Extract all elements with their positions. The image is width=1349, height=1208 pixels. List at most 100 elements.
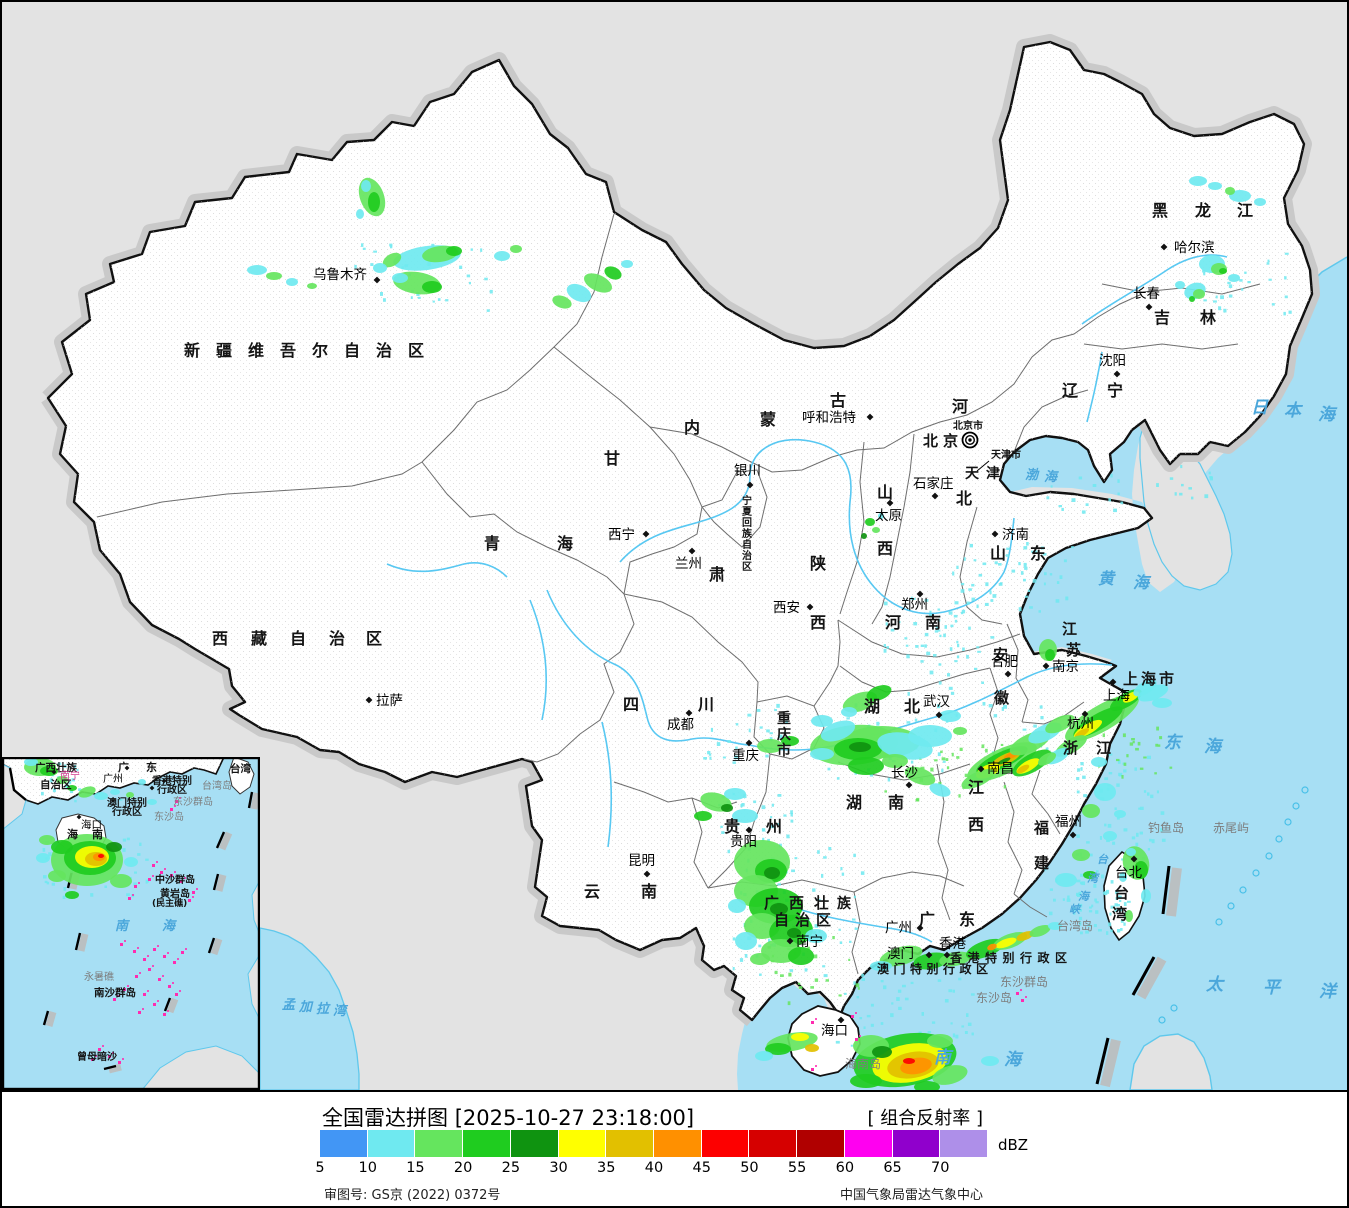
city-dot xyxy=(837,1016,845,1024)
map-label: 北 xyxy=(923,432,938,450)
map-label: 海 xyxy=(557,534,573,553)
map-label: 区 xyxy=(742,561,752,573)
map-label: 龙 xyxy=(1194,201,1211,220)
city-dot xyxy=(149,785,155,791)
small-island xyxy=(1227,902,1235,910)
map-label: 上 xyxy=(1123,670,1138,688)
city-label: 台北 xyxy=(1115,865,1143,881)
map-label: 西 xyxy=(877,539,893,558)
small-island xyxy=(1265,852,1273,860)
map-label: 广 xyxy=(764,894,779,912)
city-label: 贵阳 xyxy=(730,834,757,850)
small-island xyxy=(1170,1004,1178,1012)
reflectivity-colorbar xyxy=(320,1130,989,1157)
colorbar-tick: 10 xyxy=(358,1160,377,1176)
map-label: 黄 xyxy=(1098,569,1116,588)
map-label: 云 xyxy=(584,882,600,901)
map-label: 海 xyxy=(1133,573,1152,592)
city-dot xyxy=(688,547,696,555)
map-label: 陕 xyxy=(810,554,826,573)
map-title-text: 全国雷达拼图 xyxy=(322,1106,448,1130)
legend-color-segment xyxy=(844,1130,893,1157)
map-label: 黄岩岛 xyxy=(160,887,190,900)
map-label: 行政区 xyxy=(111,805,142,818)
city-dot xyxy=(642,530,650,538)
map-label: 自治区 xyxy=(40,778,72,791)
map-label: 东 xyxy=(146,760,157,774)
map-label: 日 xyxy=(1251,398,1269,418)
city-dot xyxy=(943,951,951,959)
map-label: 尔 xyxy=(312,341,328,360)
map-label: 东沙岛 xyxy=(154,810,184,823)
map-label: 黑 xyxy=(1152,201,1168,220)
map-label: 台 xyxy=(1114,884,1129,902)
city-label: 澳门 xyxy=(887,946,914,962)
colorbar-tick: 60 xyxy=(835,1160,855,1176)
map-label: 北 xyxy=(956,489,972,508)
east-south-sea xyxy=(737,257,1347,1090)
map-label: 台湾岛 xyxy=(202,779,232,792)
label-layer: 黑龙江吉 林辽 宁内 蒙古新疆维吾尔自治区甘肃宁夏回族自治区青 海西藏自治区陕西山西河北… xyxy=(184,201,1339,1071)
inset-philippines xyxy=(247,953,260,1021)
city-dot xyxy=(886,499,894,507)
map-label: 治 xyxy=(376,341,392,360)
map-label: 北京市 xyxy=(953,419,983,432)
city-dot xyxy=(373,276,381,284)
legend-color-segment xyxy=(558,1130,607,1157)
colorbar-tick: 30 xyxy=(549,1160,568,1176)
map-label: 京 xyxy=(943,432,958,450)
product-label: [ 组合反射率 ] xyxy=(867,1108,984,1129)
city-label: 杭州 xyxy=(1067,716,1094,732)
small-island xyxy=(1275,835,1283,843)
inset-borneo xyxy=(141,1045,260,1090)
map-label: 太 xyxy=(1205,975,1225,995)
map-label: 治 xyxy=(795,911,810,929)
city-dot xyxy=(365,696,373,704)
legend-color-segment xyxy=(940,1130,989,1157)
map-label: 州 xyxy=(765,817,782,836)
inset-taiwan xyxy=(228,757,255,795)
map-label: 族 xyxy=(742,527,753,540)
map-label: 北 xyxy=(904,697,920,716)
map-label: 苏 xyxy=(1066,641,1081,659)
map-label: 山 xyxy=(877,483,893,502)
map-label: 区 xyxy=(366,629,382,648)
radar-echo-layer xyxy=(247,176,1292,1090)
map-label: 徽 xyxy=(993,689,1010,707)
map-label: 渤 xyxy=(1025,467,1040,483)
map-label: 南沙群岛 xyxy=(94,986,136,999)
map-label: 市 xyxy=(1159,670,1174,688)
legend-color-segment xyxy=(463,1130,511,1157)
map-label: 曾母暗沙 xyxy=(77,1050,117,1063)
map-label: 自 xyxy=(290,629,306,648)
map-label: 蒙 xyxy=(760,410,776,429)
map-label: 壮 xyxy=(814,894,829,912)
map-label: 广 xyxy=(118,760,129,774)
map-label: 台 xyxy=(1097,853,1109,866)
city-dot xyxy=(1130,855,1138,863)
map-label: 本 xyxy=(1284,401,1304,421)
city-dot xyxy=(916,590,924,598)
colorbar-tick: 15 xyxy=(406,1160,425,1176)
colorbar-ticks: 5 10 15 20 25 30 35 40 45 50 55 60 65 70 xyxy=(2,1160,1347,1178)
city-label: 南京 xyxy=(1052,659,1079,675)
credit-label: 中国气象局雷达气象中心 xyxy=(839,1188,983,1203)
city-dot xyxy=(745,826,753,834)
map-label: 津 xyxy=(986,465,1000,482)
luzon-island xyxy=(1129,1033,1213,1090)
colorbar-tick: 25 xyxy=(501,1160,521,1176)
map-label: 海 xyxy=(1318,405,1338,425)
colorbar-tick: 45 xyxy=(692,1160,711,1176)
map-label: 建 xyxy=(1034,854,1050,872)
map-label: 赤尾屿 xyxy=(1213,821,1249,835)
map-label: 自 xyxy=(344,341,360,360)
map-label: 江 xyxy=(1096,739,1111,757)
map-label: 回 xyxy=(742,517,752,529)
map-label: 南 xyxy=(888,793,904,812)
map-label: 甘 xyxy=(604,449,620,468)
legend-color-segment xyxy=(892,1130,941,1157)
map-label: 南 xyxy=(934,1048,954,1068)
